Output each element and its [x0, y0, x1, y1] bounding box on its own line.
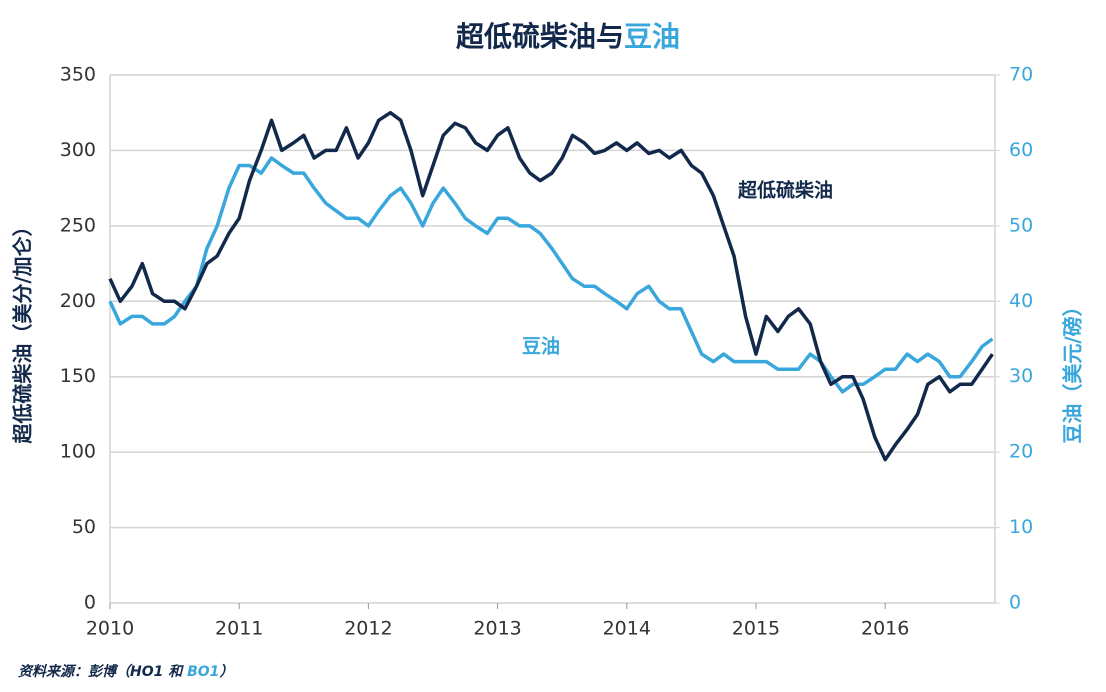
x-tick-label: 2015 [732, 618, 780, 640]
y2-tick-label: 60 [1009, 139, 1033, 161]
source-part: BO1 [187, 664, 219, 680]
y2-axis-label: 豆油（美元/磅） [1061, 296, 1085, 443]
x-tick-label: 2013 [473, 618, 521, 640]
y2-tick-label: 50 [1009, 214, 1033, 236]
annotation: 豆油 [522, 336, 560, 358]
x-tick-label: 2011 [215, 618, 263, 640]
y2-tick-label: 30 [1009, 365, 1033, 387]
x-tick-label: 2010 [86, 618, 134, 640]
y-tick-label: 150 [60, 365, 96, 387]
line-series [108, 156, 994, 394]
y2-tick-label: 70 [1009, 64, 1033, 86]
y-tick-label: 300 [60, 139, 96, 161]
y2-tick-label: 40 [1009, 290, 1033, 312]
y-tick-label: 50 [72, 516, 96, 538]
y2-tick-label: 0 [1009, 592, 1021, 614]
y-tick-label: 100 [60, 441, 96, 463]
y-tick-label: 0 [84, 592, 96, 614]
source-note: 资料来源：彭博（HO1 和 BO1） [18, 663, 233, 680]
source-part: 资料来源：彭博（HO1 和 [18, 663, 187, 680]
title-part: 豆油 [624, 20, 680, 53]
line-series [108, 110, 994, 462]
y2-tick-label: 20 [1009, 441, 1033, 463]
title-part: 超低硫柴油与 [456, 20, 624, 53]
x-tick-label: 2012 [344, 618, 392, 640]
annotation: 超低硫柴油 [737, 179, 833, 202]
y-tick-label: 350 [60, 64, 96, 86]
x-tick-label: 2014 [603, 618, 651, 640]
x-tick-label: 2016 [861, 618, 909, 640]
y2-tick-label: 10 [1009, 516, 1033, 538]
chart-title: 超低硫柴油与豆油 [456, 20, 680, 53]
source-part: ） [218, 663, 233, 680]
y-tick-label: 250 [60, 214, 96, 236]
y-tick-label: 200 [60, 290, 96, 312]
y-axis-label: 超低硫柴油（美分/加仑） [11, 216, 35, 444]
